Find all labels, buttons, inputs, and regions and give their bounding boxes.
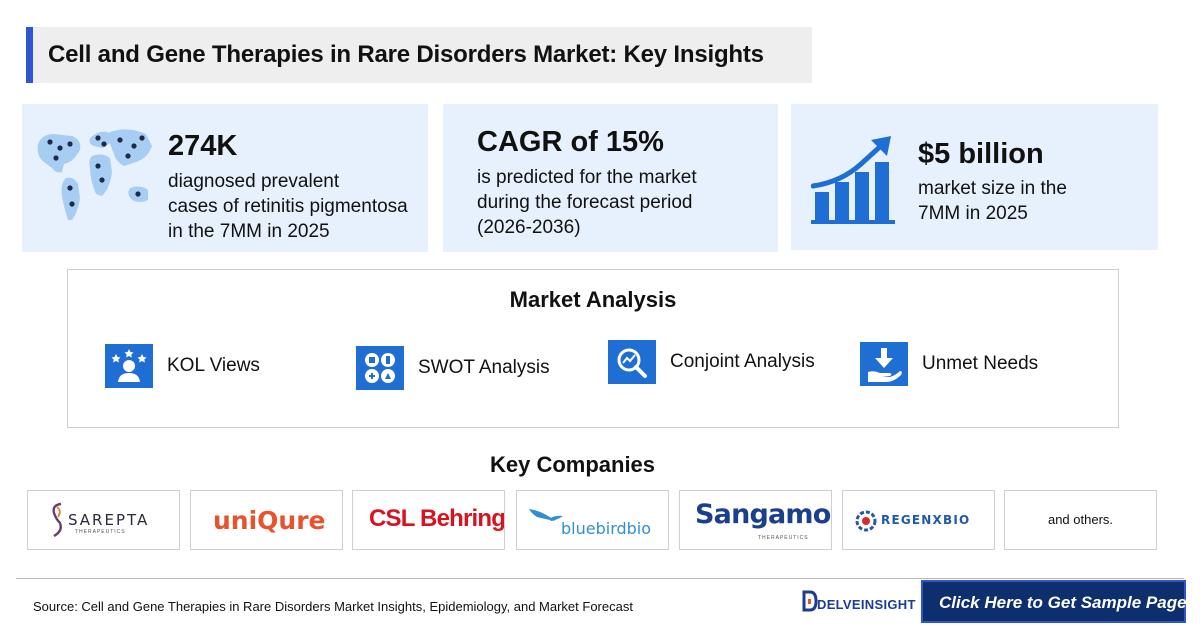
stat-desc-line: in the 7MM in 2025 xyxy=(168,221,330,242)
stat-value-prevalence: 274K xyxy=(168,130,238,162)
stat-desc-line: is predicted for the market xyxy=(477,167,697,188)
logo-sangamo-name: Sangamo xyxy=(695,499,831,530)
analysis-label: Conjoint Analysis xyxy=(670,351,815,372)
delveinsight-name: DELVEINSIGHT xyxy=(817,597,916,612)
logo-uniqure: uniQure xyxy=(190,490,343,550)
sarepta-mark-icon xyxy=(52,502,62,538)
logo-regenxbio-name: REGENXBIO xyxy=(881,513,971,527)
regenxbio-mark-icon xyxy=(855,510,877,532)
logo-sangamo-sub: THERAPEUTICS xyxy=(758,535,809,541)
stat-desc-line: cases of retinitis pigmentosa xyxy=(168,196,408,217)
title-bar: Cell and Gene Therapies in Rare Disorder… xyxy=(26,27,812,83)
stat-card-market-size: $5 billion market size in the 7MM in 202… xyxy=(791,104,1158,250)
bluebird-wing-icon xyxy=(529,509,563,521)
stat-desc-prevalence: diagnosed prevalent cases of retinitis p… xyxy=(168,169,408,244)
stat-desc-cagr: is predicted for the market during the f… xyxy=(477,165,697,240)
analysis-label: SWOT Analysis xyxy=(418,357,550,378)
delveinsight-mark-icon xyxy=(802,590,818,612)
market-analysis-panel: Market Analysis KOL Views xyxy=(67,269,1119,428)
analysis-label: Unmet Needs xyxy=(922,353,1039,374)
stat-value-cagr: CAGR of 15% xyxy=(477,126,664,158)
logo-csl-behring: CSL Behring xyxy=(352,490,505,550)
logo-sarepta: SAREPTA THERAPEUTICS xyxy=(27,490,180,550)
stat-desc-line: diagnosed prevalent xyxy=(168,171,340,192)
growth-chart-icon xyxy=(811,136,895,224)
magnifier-chart-icon xyxy=(608,340,656,384)
cta-label: Click Here to Get Sample Page xyxy=(939,593,1187,612)
logo-sarepta-name: SAREPTA xyxy=(68,511,150,529)
logo-bluebird-name: bluebirdbio xyxy=(561,519,652,538)
market-analysis-title: Market Analysis xyxy=(509,287,677,312)
swot-grid-icon xyxy=(356,346,404,390)
source-note: Source: Cell and Gene Therapies in Rare … xyxy=(33,599,633,614)
logo-bluebirdbio: bluebirdbio xyxy=(516,490,669,550)
analysis-label: KOL Views xyxy=(167,355,260,376)
kol-person-icon xyxy=(105,344,153,388)
hand-download-icon xyxy=(860,342,908,386)
logo-sangamo: Sangamo THERAPEUTICS xyxy=(679,490,832,550)
footer-divider xyxy=(16,578,1184,579)
stat-desc-line: during the forecast period xyxy=(477,192,693,213)
get-sample-page-button[interactable]: Click Here to Get Sample Page xyxy=(921,580,1187,623)
stat-value-market-size: $5 billion xyxy=(918,138,1044,170)
logo-sarepta-sub: THERAPEUTICS xyxy=(75,529,126,535)
stat-desc-line: market size in the xyxy=(918,178,1067,199)
page-title: Cell and Gene Therapies in Rare Disorder… xyxy=(48,41,764,68)
world-map-icon xyxy=(37,129,152,220)
logo-others-text: and others. xyxy=(1047,512,1114,527)
key-companies-title: Key Companies xyxy=(489,452,656,477)
logo-uniqure-name: uniQure xyxy=(213,506,326,535)
stat-desc-market-size: market size in the 7MM in 2025 xyxy=(918,176,1067,226)
logo-others: and others. xyxy=(1004,490,1157,550)
stat-card-prevalence: 274K diagnosed prevalent cases of retini… xyxy=(22,104,428,252)
stat-card-cagr: CAGR of 15% is predicted for the market … xyxy=(443,104,778,252)
logo-csl-name: CSL Behring xyxy=(369,505,505,532)
stat-desc-line: 7MM in 2025 xyxy=(918,203,1028,224)
logo-regenxbio: REGENXBIO xyxy=(842,490,995,550)
stat-desc-line: (2026-2036) xyxy=(477,217,581,238)
